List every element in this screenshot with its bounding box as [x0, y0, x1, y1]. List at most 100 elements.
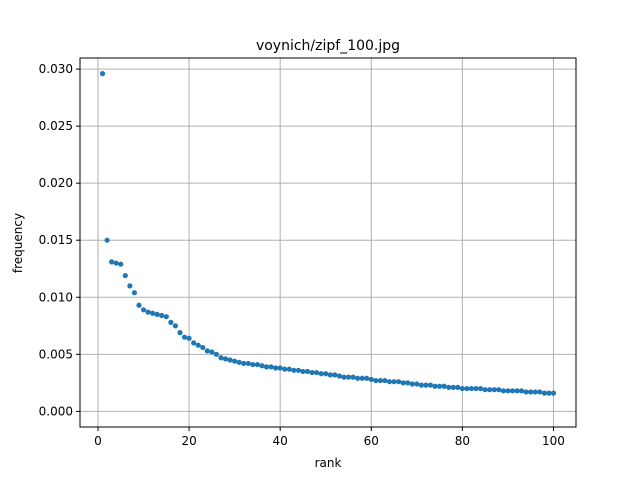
x-axis-label: rank: [315, 456, 342, 470]
data-point: [154, 311, 160, 317]
data-point: [268, 364, 274, 370]
data-point: [468, 385, 475, 392]
data-point: [172, 323, 179, 329]
data-point: [487, 387, 493, 393]
data-point: [140, 307, 147, 313]
data-point: [277, 365, 283, 371]
data-point: [491, 387, 497, 393]
data-point: [427, 382, 434, 388]
y-tick-label: 0.000: [39, 404, 73, 418]
y-tick-label: 0.020: [39, 176, 73, 190]
data-point: [236, 359, 242, 365]
data-point: [359, 375, 365, 381]
y-axis-ticks: 0.000 0.005 0.010 0.015 0.020 0.025 0.030: [39, 62, 80, 418]
data-point: [382, 377, 388, 384]
y-axis-label: frequency: [11, 213, 25, 273]
data-point: [113, 260, 119, 266]
x-tick-label: 0: [94, 434, 102, 448]
data-point: [200, 344, 206, 351]
data-point: [550, 390, 557, 396]
data-point: [541, 390, 547, 396]
data-point: [131, 290, 138, 296]
data-point: [441, 383, 447, 389]
data-point: [309, 369, 315, 376]
data-point: [245, 360, 251, 367]
y-tick-label: 0.025: [39, 119, 73, 133]
data-point: [304, 368, 311, 375]
data-points: [99, 71, 557, 396]
data-point: [355, 375, 361, 381]
y-tick-label: 0.005: [39, 347, 73, 361]
data-point: [455, 384, 461, 391]
data-point: [209, 349, 215, 355]
data-point: [318, 371, 324, 377]
x-tick-label: 100: [542, 434, 565, 448]
data-point: [423, 382, 429, 388]
data-point: [195, 342, 201, 348]
x-tick-label: 40: [273, 434, 288, 448]
data-point: [323, 371, 329, 377]
data-point: [532, 389, 538, 395]
data-point: [295, 367, 301, 373]
data-point: [186, 335, 192, 341]
data-point: [341, 374, 347, 380]
y-tick-label: 0.015: [39, 233, 73, 247]
y-tick-label: 0.010: [39, 290, 73, 304]
data-point: [514, 388, 520, 394]
data-point: [99, 71, 106, 77]
data-point: [546, 390, 552, 396]
data-point: [459, 385, 465, 392]
plot-frame: [79, 57, 577, 428]
x-tick-label: 20: [181, 434, 196, 448]
data-point: [450, 384, 456, 391]
y-tick-label: 0.030: [39, 62, 73, 76]
data-point: [377, 377, 383, 384]
data-point: [336, 373, 342, 379]
data-point: [191, 340, 197, 346]
data-point: [145, 309, 151, 315]
data-point: [314, 369, 320, 376]
data-point: [446, 384, 452, 391]
data-point: [327, 372, 333, 378]
data-point: [232, 358, 238, 364]
data-point: [405, 380, 411, 386]
data-point: [104, 237, 110, 243]
data-point: [286, 366, 292, 372]
data-point: [477, 385, 484, 392]
data-point: [163, 314, 169, 320]
data-point: [464, 385, 470, 392]
data-point: [250, 361, 256, 368]
data-point: [368, 376, 374, 383]
data-point: [373, 377, 379, 384]
x-tick-label: 80: [455, 434, 470, 448]
data-point: [127, 283, 133, 289]
x-axis-ticks: 0 20 40 60 80 100: [94, 427, 565, 448]
data-point: [391, 379, 397, 385]
data-point: [259, 363, 265, 369]
data-point: [418, 382, 424, 388]
data-point: [395, 379, 402, 385]
data-point: [159, 312, 165, 319]
data-point: [414, 381, 420, 387]
data-point: [473, 385, 479, 392]
data-point: [364, 375, 370, 381]
data-point: [136, 302, 142, 308]
data-point: [177, 330, 183, 336]
data-point: [181, 334, 188, 340]
data-point: [500, 388, 506, 394]
data-point: [241, 360, 247, 367]
data-point: [496, 387, 502, 393]
data-point: [505, 388, 511, 394]
data-point: [400, 380, 406, 386]
data-point: [204, 348, 210, 354]
grid-lines: [80, 58, 576, 427]
data-point: [254, 361, 261, 368]
data-point: [263, 364, 270, 370]
data-point: [222, 356, 229, 362]
data-point: [213, 351, 220, 357]
data-point: [118, 261, 124, 267]
data-point: [432, 383, 438, 389]
data-point: [332, 372, 338, 378]
data-point: [122, 272, 128, 279]
